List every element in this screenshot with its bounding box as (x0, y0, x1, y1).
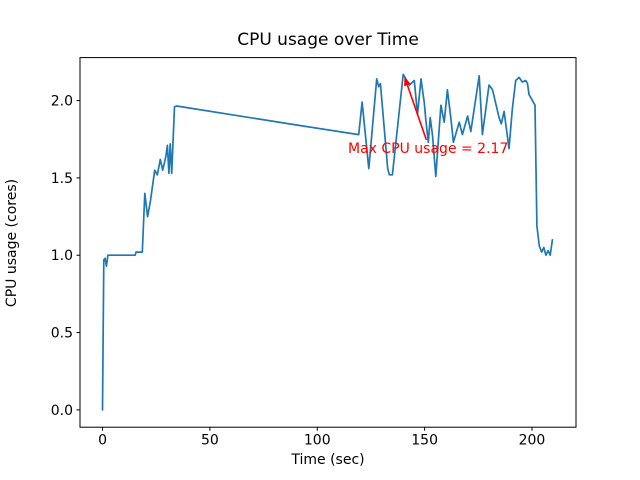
cpu-usage-line (101, 73, 554, 411)
y-tick-label: 1.5 (51, 171, 73, 187)
x-tick-label: 50 (201, 433, 219, 449)
x-tick-label: 100 (304, 433, 331, 449)
max-cpu-annotation-text: Max CPU usage = 2.17 (348, 141, 509, 157)
annotation-arrow-head (404, 76, 411, 87)
annotation-arrow-shaft (406, 84, 428, 141)
chart-title: CPU usage over Time (237, 30, 419, 50)
y-axis-label: CPU usage (cores) (4, 178, 20, 308)
x-tick-label: 200 (519, 433, 546, 449)
y-tick-label: 1.0 (51, 248, 73, 264)
axes-spines (79, 57, 577, 428)
x-tick-label: 0 (98, 433, 107, 449)
x-axis-label: Time (sec) (291, 452, 365, 468)
y-tick-label: 0.0 (51, 403, 73, 419)
x-tick-label: 150 (411, 433, 438, 449)
y-tick-label: 2.0 (51, 94, 73, 110)
y-tick-label: 0.5 (51, 326, 73, 342)
